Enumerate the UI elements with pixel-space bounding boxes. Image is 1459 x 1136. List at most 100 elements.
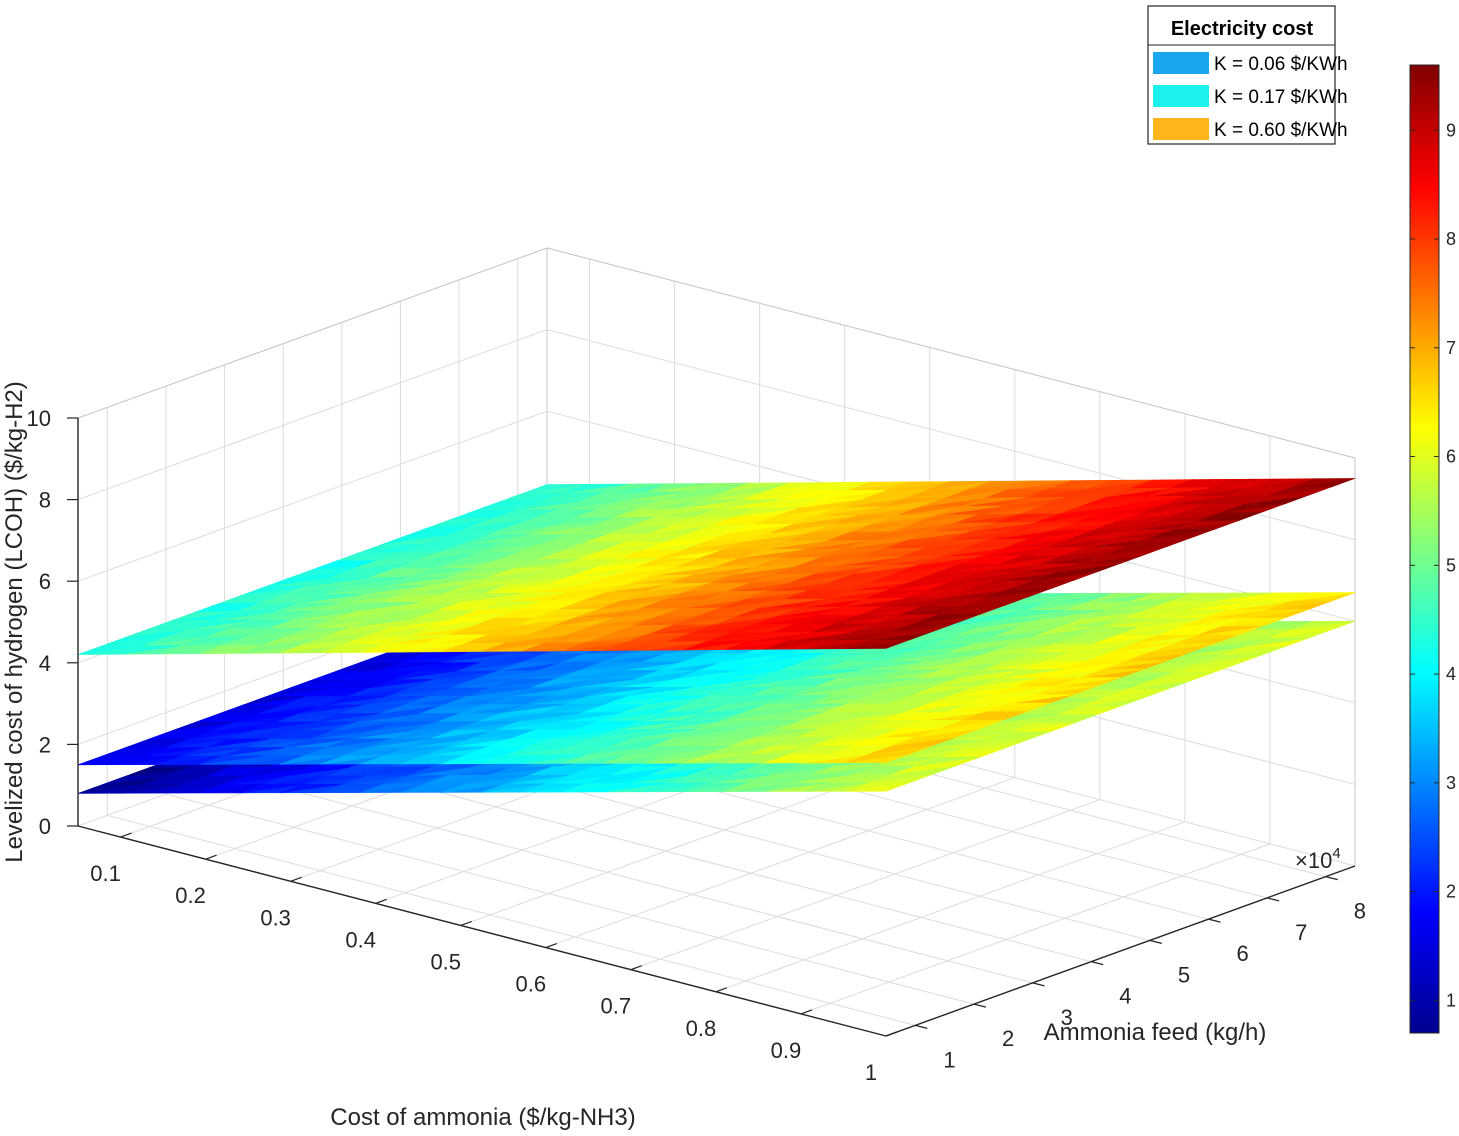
surface-facet xyxy=(373,609,438,620)
surface-facet xyxy=(747,745,812,755)
surface-facet xyxy=(562,754,627,764)
surface-facet xyxy=(1069,643,1134,653)
surface-facet xyxy=(488,625,553,636)
surface-facet xyxy=(642,541,707,551)
legend-title: Electricity cost xyxy=(1171,18,1314,40)
surface-facet xyxy=(858,606,923,616)
surface-facet xyxy=(535,608,600,619)
surface-facet xyxy=(928,580,993,591)
surface-facet xyxy=(118,645,183,655)
surface-facet xyxy=(359,543,424,553)
z-tick-label: 2 xyxy=(39,732,51,757)
x-tick-label: 0.9 xyxy=(771,1038,802,1063)
surface-facet xyxy=(958,669,1023,679)
surface-facet xyxy=(540,492,605,502)
surface-facet xyxy=(222,775,287,785)
surface-facet xyxy=(1022,546,1087,557)
surface-facet xyxy=(818,606,883,616)
y-axis-ticks: 1 2 3 4 5 6 7 8 xyxy=(915,876,1366,1072)
grid-line xyxy=(77,329,548,501)
surface-facet xyxy=(1009,694,1074,704)
surface-facet xyxy=(703,590,768,601)
surface-facet xyxy=(873,514,939,524)
surface-facet xyxy=(716,557,781,567)
z-tick-label: 6 xyxy=(39,569,51,594)
surface-facet xyxy=(962,597,1027,607)
surface-facet xyxy=(430,617,496,628)
surface-facet xyxy=(1139,618,1204,628)
surface-facet xyxy=(1039,554,1104,565)
surface-facet xyxy=(1129,479,1194,489)
surface-facet xyxy=(965,538,1030,549)
surface-facet xyxy=(1169,592,1234,602)
surface-facet xyxy=(1052,521,1117,531)
surface-facet xyxy=(739,661,804,671)
surface-facet xyxy=(447,737,513,748)
surface-facet xyxy=(575,608,640,618)
surface-facet xyxy=(333,721,398,731)
surface-facet xyxy=(460,704,525,714)
surface-facet xyxy=(520,653,585,663)
surface-facet xyxy=(1291,478,1356,488)
surface-facet xyxy=(773,565,838,575)
x-tick-label: 0.7 xyxy=(601,994,632,1019)
surface-facet xyxy=(562,783,627,793)
surface-facet xyxy=(1042,496,1107,507)
x-tick-mark xyxy=(375,898,387,904)
surface-facet xyxy=(245,767,311,777)
legend-label: K = 0.17 $/KWh xyxy=(1214,87,1348,108)
surface-facet xyxy=(597,500,662,510)
surface-facet xyxy=(407,626,472,636)
surface-facet xyxy=(1291,592,1356,602)
surface-facet xyxy=(1086,651,1151,662)
y-tick-mark xyxy=(1149,939,1162,944)
surface-facet xyxy=(592,729,657,739)
surface-facet xyxy=(915,756,980,767)
surface-facet xyxy=(399,653,464,663)
surface-facet xyxy=(440,542,505,553)
surface-facet xyxy=(1012,635,1077,645)
surface-facet xyxy=(1156,512,1221,522)
surface-facet xyxy=(793,515,858,525)
surface-facet xyxy=(638,499,703,510)
surface-facet xyxy=(928,694,993,704)
surface-facet xyxy=(771,623,836,633)
surface-facet xyxy=(279,643,344,654)
surface-facet xyxy=(1105,601,1171,611)
box-edge xyxy=(546,247,1356,459)
surface-facet xyxy=(1099,618,1164,628)
surface-facet xyxy=(952,572,1017,582)
surface-facet xyxy=(182,747,247,757)
surface-facet xyxy=(726,695,791,705)
surface-facet xyxy=(683,782,748,792)
axis-line xyxy=(885,865,1356,1037)
surface-facet xyxy=(427,687,492,697)
z-axis-ticks: 0 2 4 6 8 10 xyxy=(27,406,78,839)
surface-facet xyxy=(722,652,787,663)
surface-facet xyxy=(416,662,481,672)
surface-facet xyxy=(118,755,183,765)
surface-facet xyxy=(975,677,1040,687)
axis-line xyxy=(77,825,887,1037)
surface-facet xyxy=(679,712,744,722)
surface-facet xyxy=(535,720,600,731)
surface-facet xyxy=(399,543,464,553)
surface-facet xyxy=(833,514,898,525)
surface-facet xyxy=(1220,617,1285,627)
surface-facet xyxy=(148,619,213,630)
surface-facet xyxy=(722,540,787,551)
surface-facet xyxy=(352,560,417,570)
surface-facet xyxy=(614,508,679,518)
surface-facet xyxy=(533,508,598,519)
x-tick-label: 0.1 xyxy=(90,861,121,886)
legend-swatch xyxy=(1153,85,1209,107)
surface-facet xyxy=(1244,637,1309,648)
surface-facet xyxy=(1035,626,1100,636)
surface-facet xyxy=(820,548,885,558)
surface-facet xyxy=(124,767,189,777)
surface-facet xyxy=(737,720,802,730)
surface-facet xyxy=(897,506,962,516)
surface-facet xyxy=(531,678,596,688)
surface-facet xyxy=(871,686,936,696)
surface-facet xyxy=(626,745,691,756)
